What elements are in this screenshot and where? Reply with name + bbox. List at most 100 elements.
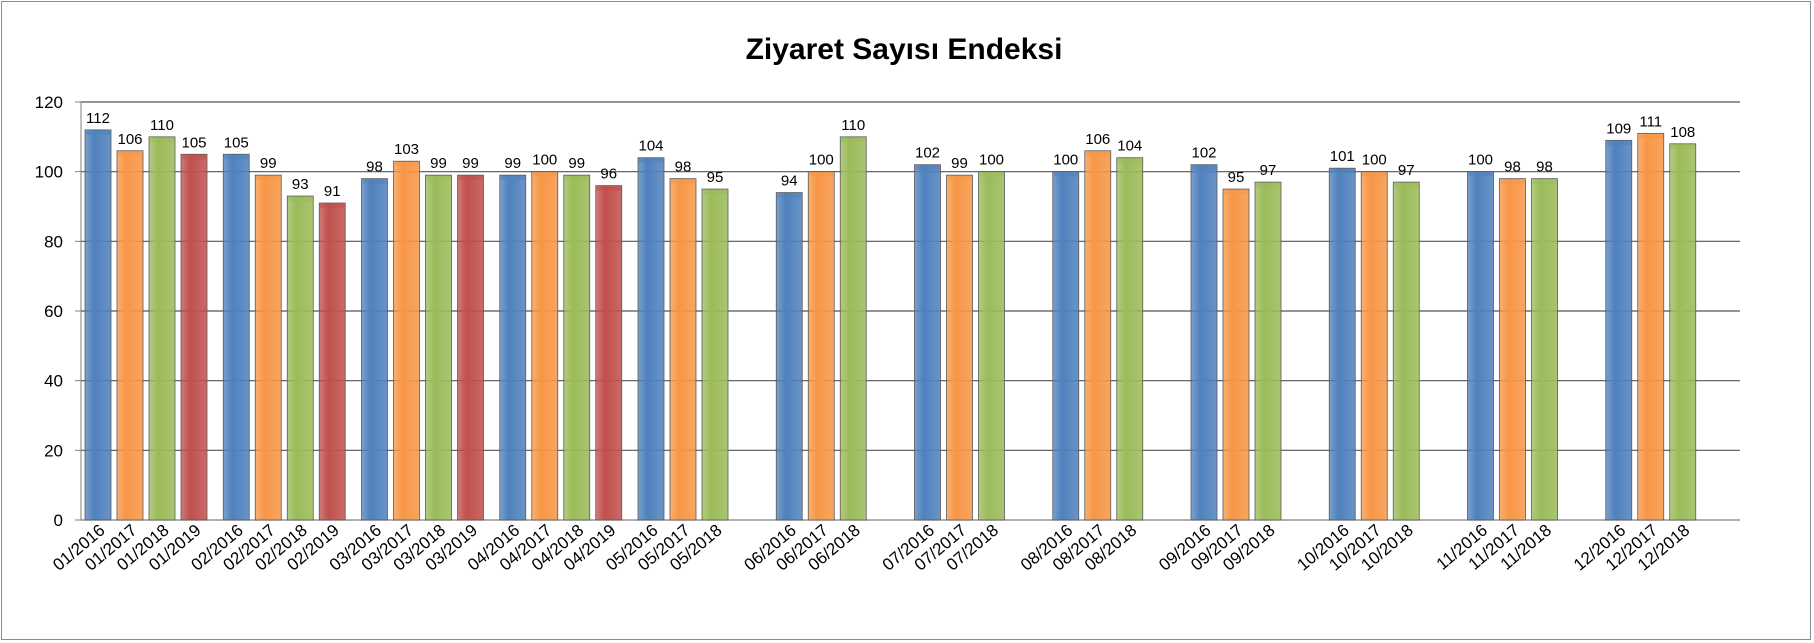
bar-bevel (777, 193, 802, 198)
bar-04-2016 (499, 174, 527, 521)
bar-02-2019 (318, 202, 346, 521)
bar-bevel (1394, 183, 1419, 188)
bar-03-2019 (457, 174, 484, 521)
data-label: 98 (366, 159, 383, 176)
data-label: 98 (1536, 159, 1553, 176)
bar-08-2017 (1084, 150, 1112, 521)
data-label: 93 (292, 176, 309, 193)
gridlines (81, 101, 1740, 521)
bar-bevel (1532, 179, 1557, 184)
bar-bevel (150, 137, 174, 142)
bar-11-2017 (1499, 178, 1526, 521)
data-label: 97 (1260, 162, 1277, 179)
bar-bevel (841, 137, 866, 142)
bar-bevel (1468, 172, 1493, 177)
data-label: 110 (150, 117, 174, 134)
bar-07-2017 (946, 174, 973, 521)
bar-bevel (671, 179, 695, 184)
bar-08-2016 (1052, 171, 1080, 521)
bar-bevel (426, 176, 451, 181)
bar-bevel (224, 155, 249, 160)
chart-title: Ziyaret Sayısı Endeksi (746, 33, 1063, 66)
bar-01-2018 (148, 136, 176, 521)
y-tick-label: 80 (44, 232, 63, 251)
bar-bevel (1670, 144, 1695, 149)
bar-bevel (532, 172, 557, 177)
bar-11-2016 (1467, 171, 1494, 521)
data-label: 105 (224, 134, 249, 151)
bar-08-2018 (1116, 157, 1144, 521)
bar-bevel (118, 151, 142, 156)
bar-bevel (256, 176, 281, 181)
data-label: 99 (462, 155, 479, 172)
bar-bevel (703, 190, 727, 195)
bar-05-2017 (669, 178, 697, 521)
data-label: 105 (181, 134, 206, 151)
bar-09-2018 (1254, 181, 1282, 521)
y-tick-label: 0 (54, 511, 63, 530)
bar-bevel (1053, 172, 1078, 177)
bar-12-2018 (1669, 143, 1697, 521)
bar-04-2017 (531, 171, 559, 521)
bar-bevel (1224, 190, 1248, 195)
y-tick-label: 40 (44, 372, 63, 391)
data-label: 111 (1639, 113, 1662, 130)
data-label: 99 (504, 155, 521, 172)
bar-02-2018 (286, 195, 314, 521)
bar-10-2018 (1392, 181, 1420, 521)
data-label: 95 (1228, 169, 1245, 186)
data-label: 102 (915, 145, 940, 162)
bar-06-2016 (775, 192, 803, 521)
y-tick-label: 120 (35, 93, 63, 112)
data-label: 99 (568, 155, 585, 172)
data-label: 94 (781, 173, 798, 190)
y-tick-label: 60 (44, 302, 63, 321)
bar-03-2017 (393, 160, 420, 521)
bar-10-2017 (1360, 171, 1388, 521)
bar-03-2016 (361, 178, 388, 521)
bar-01-2017 (116, 150, 144, 521)
bar-bevel (1117, 158, 1142, 163)
data-label: 97 (1398, 162, 1415, 179)
data-label: 101 (1330, 148, 1355, 165)
bar-09-2017 (1222, 188, 1250, 521)
bar-07-2018 (978, 171, 1005, 521)
bar-bevel (564, 176, 589, 181)
bar-bevel (915, 165, 940, 170)
data-label: 99 (260, 155, 277, 172)
data-label: 98 (675, 159, 692, 176)
bar-bevel (1330, 169, 1355, 174)
data-label: 106 (117, 131, 142, 148)
bar-bevel (458, 176, 483, 181)
data-label: 102 (1191, 145, 1216, 162)
bar-bevel (1256, 183, 1280, 188)
data-label: 91 (324, 183, 341, 200)
bar-bevel (500, 176, 525, 181)
data-label: 100 (809, 152, 834, 169)
bar-04-2018 (563, 174, 591, 521)
data-label: 96 (600, 166, 617, 183)
bar-01-2019 (180, 153, 208, 521)
data-label: 104 (638, 138, 663, 155)
bar-bevel (320, 204, 345, 209)
y-tick-label: 20 (44, 441, 63, 460)
bar-02-2016 (222, 153, 250, 521)
bar-bevel (394, 162, 419, 167)
bar-bevel (1362, 172, 1387, 177)
bar-12-2016 (1605, 139, 1633, 521)
bar-06-2018 (839, 136, 867, 521)
bar-bevel (1192, 165, 1216, 170)
bar-bevel (979, 172, 1004, 177)
bar-bevel (1500, 179, 1525, 184)
data-label: 99 (951, 155, 968, 172)
data-label: 98 (1504, 159, 1521, 176)
data-label: 112 (86, 110, 110, 127)
data-label: 110 (841, 117, 865, 134)
data-label: 104 (1117, 138, 1142, 155)
data-label: 100 (1468, 152, 1493, 169)
bar-bevel (1085, 151, 1110, 156)
bar-bevel (86, 130, 110, 135)
data-label: 99 (430, 155, 447, 172)
